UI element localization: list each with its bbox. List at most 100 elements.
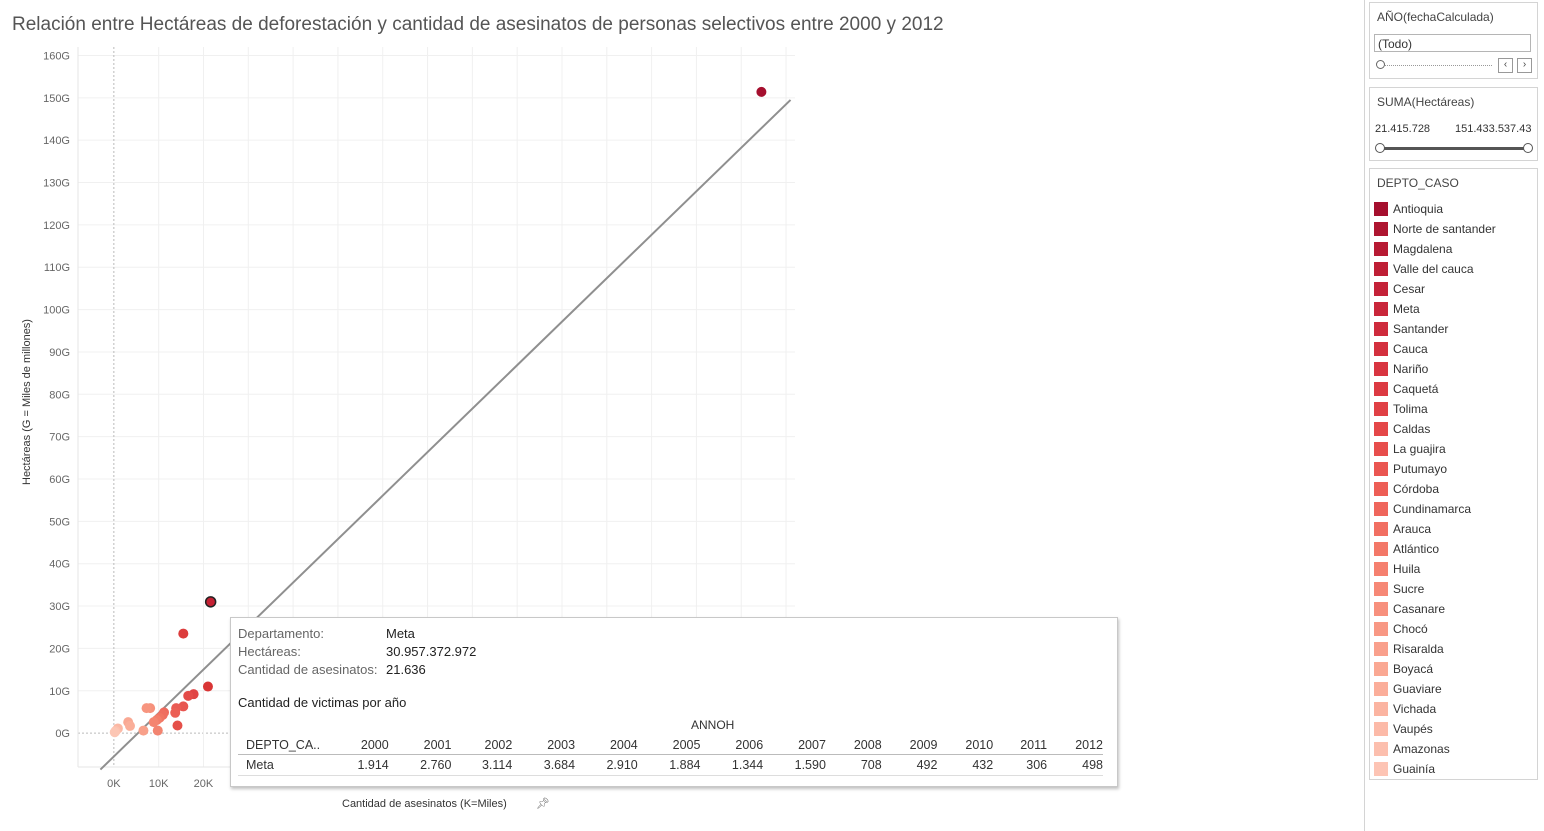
legend-swatch xyxy=(1374,562,1388,576)
legend-swatch xyxy=(1374,422,1388,436)
sum-slider-max-handle[interactable] xyxy=(1523,143,1533,153)
legend-item[interactable]: Cundinamarca xyxy=(1374,499,1534,519)
pin-icon[interactable]: 📌︎ xyxy=(536,798,550,810)
legend-label: Tolima xyxy=(1393,402,1428,416)
legend-item[interactable]: Putumayo xyxy=(1374,459,1534,479)
legend-item[interactable]: Cauca xyxy=(1374,339,1534,359)
legend-swatch xyxy=(1374,262,1388,276)
legend-swatch xyxy=(1374,722,1388,736)
tooltip-subtitle: Cantidad de victimas por año xyxy=(238,695,407,710)
visualization-area: Relación entre Hectáreas de deforestació… xyxy=(12,0,1365,831)
table-header-year: 2002 xyxy=(451,736,513,755)
table-header-year: 2003 xyxy=(512,736,576,755)
legend-item[interactable]: Vichada xyxy=(1374,699,1534,719)
legend-item[interactable]: Huila xyxy=(1374,559,1534,579)
y-tick-label: 10G xyxy=(49,686,70,698)
tooltip-column-header: ANNOH xyxy=(691,718,735,732)
legend-item[interactable]: Cesar xyxy=(1374,279,1534,299)
legend-item[interactable]: Valle del cauca xyxy=(1374,259,1534,279)
data-point xyxy=(138,725,149,736)
y-tick-label: 160G xyxy=(43,50,70,62)
sum-slider-min-handle[interactable] xyxy=(1375,143,1385,153)
tooltip-table: DEPTO_CA.. 2000 2001 2002 2003 2004 2005 2006 20… xyxy=(238,736,1103,776)
legend-item[interactable]: Magdalena xyxy=(1374,239,1534,259)
legend-item[interactable]: Atlántico xyxy=(1374,539,1534,559)
legend-item[interactable]: Arauca xyxy=(1374,519,1534,539)
table-cell-dept: Meta xyxy=(238,754,326,776)
y-tick-label: 30G xyxy=(49,601,70,613)
legend-item[interactable]: Santander xyxy=(1374,319,1534,339)
tooltip-row-asesinatos: Cantidad de asesinatos: 21.636 xyxy=(238,662,426,677)
table-header-year: 2007 xyxy=(763,736,826,755)
legend-item[interactable]: Sucre xyxy=(1374,579,1534,599)
data-point xyxy=(756,86,767,97)
legend-item[interactable]: Amazonas xyxy=(1374,739,1534,759)
y-tick-label: 0G xyxy=(55,728,70,740)
data-point xyxy=(141,703,152,714)
legend-label: Boyacá xyxy=(1393,662,1434,676)
legend-item[interactable]: Tolima xyxy=(1374,399,1534,419)
legend-item[interactable]: Guaviare xyxy=(1374,679,1534,699)
y-tick-label: 100G xyxy=(43,305,70,317)
legend-label: Cesar xyxy=(1393,282,1426,296)
table-cell-value: 3.684 xyxy=(512,754,576,776)
legend-swatch xyxy=(1374,622,1388,636)
legend-item[interactable]: Vaupés xyxy=(1374,719,1534,739)
legend-item[interactable]: Risaralda xyxy=(1374,639,1534,659)
table-header-year: 2005 xyxy=(637,736,701,755)
sum-filter-panel: SUMA(Hectáreas) 21.415.728 151.433.537.4… xyxy=(1369,87,1538,161)
legend-item[interactable]: Norte de santander xyxy=(1374,219,1534,239)
legend-item[interactable]: La guajira xyxy=(1374,439,1534,459)
legend-item[interactable]: Boyacá xyxy=(1374,659,1534,679)
year-slider-track[interactable] xyxy=(1380,65,1492,66)
data-point-selected xyxy=(204,596,217,608)
legend-label: Nariño xyxy=(1393,362,1429,376)
legend-swatch xyxy=(1374,642,1388,656)
legend-swatch xyxy=(1374,342,1388,356)
legend-label: Chocó xyxy=(1393,622,1428,636)
year-filter-title: AÑO(fechaCalculada) xyxy=(1377,10,1494,24)
legend-label: Risaralda xyxy=(1393,642,1444,656)
legend-item[interactable]: Meta xyxy=(1374,299,1534,319)
legend-item[interactable]: Nariño xyxy=(1374,359,1534,379)
legend-item[interactable]: Córdoba xyxy=(1374,479,1534,499)
tooltip-row-departamento: Departamento: Meta xyxy=(238,626,415,641)
chevron-left-icon[interactable]: ‹ xyxy=(1498,58,1513,73)
table-header-year: 2012 xyxy=(1047,736,1103,755)
y-tick-label: 110G xyxy=(44,262,70,274)
legend-item[interactable]: Antioquia xyxy=(1374,199,1534,219)
legend-swatch xyxy=(1374,282,1388,296)
table-header-dept: DEPTO_CA.. xyxy=(238,736,326,755)
table-cell-value: 306 xyxy=(993,754,1048,776)
y-tick-label: 40G xyxy=(49,559,70,571)
legend-swatch xyxy=(1374,742,1388,756)
legend-label: Arauca xyxy=(1393,522,1432,536)
table-cell-value: 1.914 xyxy=(326,754,389,776)
legend-label: Antioquia xyxy=(1393,202,1444,216)
data-point xyxy=(152,725,163,736)
year-filter-select[interactable]: (Todo) xyxy=(1374,34,1531,52)
table-header-year: 2011 xyxy=(993,736,1048,755)
chevron-right-icon[interactable]: › xyxy=(1517,58,1532,73)
legend-label: Córdoba xyxy=(1393,482,1440,496)
legend-swatch xyxy=(1374,662,1388,676)
table-header-year: 2000 xyxy=(326,736,389,755)
trend-line xyxy=(99,99,792,771)
sum-slider-track[interactable] xyxy=(1379,147,1528,150)
legend-item[interactable]: Chocó xyxy=(1374,619,1534,639)
data-point xyxy=(124,720,135,731)
legend-label: Caldas xyxy=(1393,422,1431,436)
legend-swatch xyxy=(1374,362,1388,376)
legend-swatch xyxy=(1374,582,1388,596)
legend-swatch xyxy=(1374,502,1388,516)
legend-item[interactable]: Caldas xyxy=(1374,419,1534,439)
legend-label: Cauca xyxy=(1393,342,1428,356)
year-slider-handle[interactable] xyxy=(1376,60,1385,69)
legend-item[interactable]: Casanare xyxy=(1374,599,1534,619)
tooltip-table-header: DEPTO_CA.. 2000 2001 2002 2003 2004 2005 2006 20… xyxy=(238,736,1103,755)
legend-item[interactable]: Guainía xyxy=(1374,759,1534,779)
legend-item[interactable]: Caquetá xyxy=(1374,379,1534,399)
y-tick-label: 150G xyxy=(43,93,70,105)
tooltip-table-row: Meta 1.914 2.760 3.114 3.684 2.910 1.884 1.344 1… xyxy=(238,754,1103,776)
legend-label: Caquetá xyxy=(1393,382,1439,396)
